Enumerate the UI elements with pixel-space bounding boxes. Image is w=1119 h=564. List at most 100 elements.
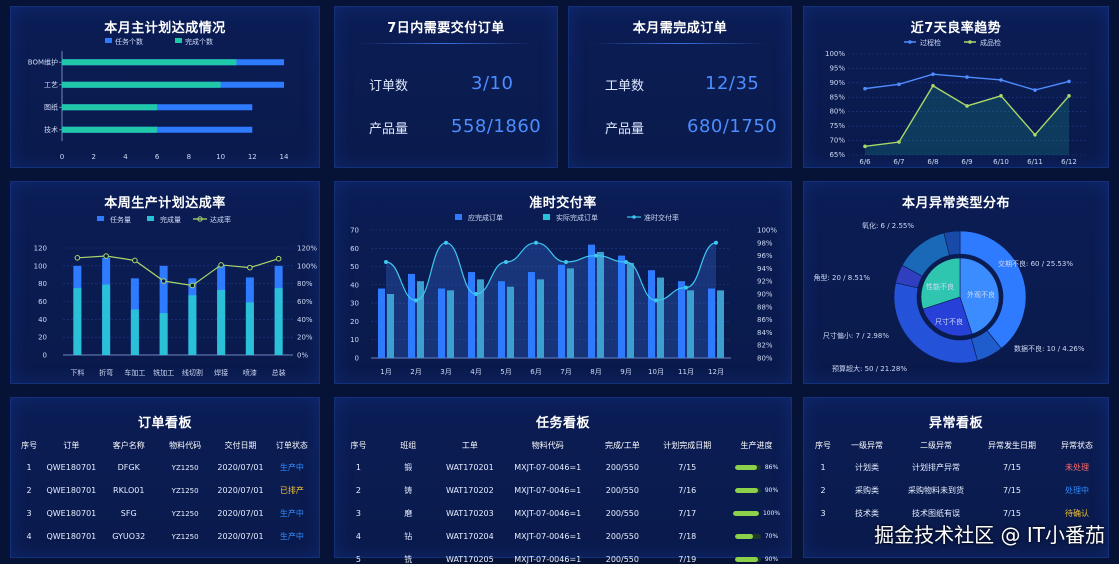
y-tick-label: 60 <box>350 245 359 253</box>
x-tick-label: 10 <box>216 153 225 161</box>
table-cell: MXJT-07-0046=1 <box>514 486 582 495</box>
legend-swatch <box>105 38 112 43</box>
table-cell: 铸 <box>404 486 413 495</box>
table-cell: 200/550 <box>605 509 639 518</box>
bar-planned <box>618 255 625 358</box>
progress-percent: 86% <box>764 464 779 471</box>
bar-actual <box>507 286 514 358</box>
progress-percent: 100% <box>762 510 781 517</box>
table-cell: 2 <box>355 486 362 495</box>
column-header: 客户名称 <box>112 440 145 450</box>
legend-label: 任务个数 <box>115 37 143 46</box>
rate-point <box>534 240 538 245</box>
table-cell: 7/15 <box>1003 463 1021 472</box>
table-cell: YZ1250 <box>171 532 199 541</box>
y-tick-label: 40 <box>350 281 359 289</box>
y2-tick-label: 84% <box>757 329 773 337</box>
week-panel: 本周生产计划达成率 任务量 完成量 达成率 0 0% 20 20% 40 40% 60 60% 80 8… <box>10 181 320 384</box>
column-header: 异常状态 <box>1061 440 1093 450</box>
panel-title: 近7天良率趋势 <box>910 21 1002 36</box>
table-row[interactable]: 3 技术类 技术图纸有误 7/15 待确认 <box>808 502 1106 525</box>
table-cell: 200/550 <box>605 463 639 472</box>
rate-point <box>594 253 598 258</box>
legend-label: 过程检 <box>920 38 941 47</box>
table-row[interactable]: 1 QWE180701 DFGK YZ1250 2020/07/01 生产中 <box>15 456 315 479</box>
data-point <box>965 104 969 108</box>
table-row[interactable]: 2 采购类 采购物料未到货 7/15 处理中 <box>808 479 1106 502</box>
qty-label: 产品量 <box>369 122 409 137</box>
plan-panel: 本月主计划达成情况 任务个数 完成个数 0 2 4 6 8 10 12 14 BOM维护 工艺 图纸 技术 <box>10 6 320 168</box>
bar-planned <box>408 273 415 358</box>
ontime-chart: 应完成订单 实际完成订单 准时交付率 0 10 20 30 40 50 60 70 80% 82% 84%… <box>350 213 777 376</box>
table-cell: YZ1250 <box>171 486 199 495</box>
bar-planned <box>468 272 475 358</box>
x-tick-label: 2 <box>91 153 95 161</box>
y2-tick-label: 86% <box>757 316 773 324</box>
inner-label: 外观不良 <box>967 290 995 299</box>
watermark-text: 掘金技术社区 @ IT小番茄 <box>874 523 1105 547</box>
x-tick-label: 5月 <box>500 368 511 376</box>
rate-point <box>132 257 138 264</box>
table-row[interactable]: 5 铣 WAT170205 MXJT-07-0046=1 200/550 7/19 90% <box>339 548 789 564</box>
bar-actual <box>477 279 484 358</box>
y2-tick-label: 100% <box>297 262 317 270</box>
legend-label: 任务量 <box>110 215 131 224</box>
bar-planned <box>708 288 715 358</box>
table-cell: QWE180701 <box>46 463 97 472</box>
bar-planned <box>678 281 685 358</box>
y-tick-label: 40 <box>38 316 47 324</box>
y-tick-label: 20 <box>38 334 47 342</box>
data-point <box>1067 94 1071 98</box>
y-tick-label: 20 <box>350 318 359 326</box>
x-tick-label: 折弯 <box>99 368 113 377</box>
table-cell: 2 <box>26 486 32 495</box>
x-tick-label: 线切割 <box>182 368 203 377</box>
bar-actual <box>687 290 694 358</box>
table-cell: 1 <box>820 463 826 472</box>
x-tick-label: 6/9 <box>961 158 972 166</box>
x-tick-label: 喷漆 <box>243 368 257 377</box>
bar-planned <box>648 270 655 358</box>
rate-point <box>444 240 448 245</box>
x-tick-label: 6 <box>155 153 160 161</box>
rate-line <box>77 255 279 287</box>
y2-tick-label: 60% <box>297 298 313 306</box>
table-cell: 1 <box>26 463 32 472</box>
table-cell: 7/15 <box>678 463 697 472</box>
table-cell: 200/550 <box>605 486 639 495</box>
x-tick-label: 8月 <box>590 368 601 376</box>
legend-label: 完成个数 <box>185 37 213 46</box>
table-row[interactable]: 1 计划类 计划排产异常 7/15 未处理 <box>808 456 1106 479</box>
series-area <box>865 85 1069 155</box>
table-cell: 4 <box>355 532 362 541</box>
table-cell: 70% <box>724 525 789 548</box>
rate-area <box>386 242 716 358</box>
table-cell: 2020/07/01 <box>217 509 264 518</box>
column-header: 二级异常 <box>920 440 952 450</box>
y2-tick-label: 80% <box>297 280 313 288</box>
x-tick-label: 12 <box>248 153 257 161</box>
column-header: 交付日期 <box>224 440 257 450</box>
table-row[interactable]: 3 QWE180701 SFG YZ1250 2020/07/01 生产中 <box>15 502 315 525</box>
table-row[interactable]: 4 QWE180701 GYUO32 YZ1250 2020/07/01 生产中 <box>15 525 315 548</box>
table-row[interactable]: 3 磨 WAT170203 MXJT-07-0046=1 200/550 7/17 100% <box>339 502 789 525</box>
abnormal-chart: 交期不良: 60 / 25.53% 数据不良: 10 / 4.26% 预算超大: 5… <box>813 221 1084 373</box>
orders-label: 订单数 <box>369 79 409 94</box>
table-cell: 7/15 <box>1003 509 1021 518</box>
table-row[interactable]: 2 铸 WAT170202 MXJT-07-0046=1 200/550 7/16 90% <box>339 479 789 502</box>
legend-label: 准时交付率 <box>644 213 679 222</box>
table-cell: 2 <box>820 486 826 495</box>
y-tick-label: 65% <box>829 151 845 159</box>
table-cell: MXJT-07-0046=1 <box>514 532 582 541</box>
column-header: 异常发生日期 <box>988 440 1036 450</box>
y-tick-label: 70% <box>829 137 845 145</box>
table-row[interactable]: 4 钻 WAT170204 MXJT-07-0046=1 200/550 7/18 70% <box>339 525 789 548</box>
table-cell: 7/19 <box>678 555 697 564</box>
rate-point <box>504 260 508 264</box>
table-row[interactable]: 2 QWE180701 RKLO01 YZ1250 2020/07/01 已排产 <box>15 479 315 502</box>
data-point <box>897 82 901 87</box>
table-cell: GYUO32 <box>112 532 146 541</box>
table-cell: 生产中 <box>279 509 304 518</box>
table-row[interactable]: 1 锻 WAT170201 MXJT-07-0046=1 200/550 7/15 86% <box>339 456 789 479</box>
